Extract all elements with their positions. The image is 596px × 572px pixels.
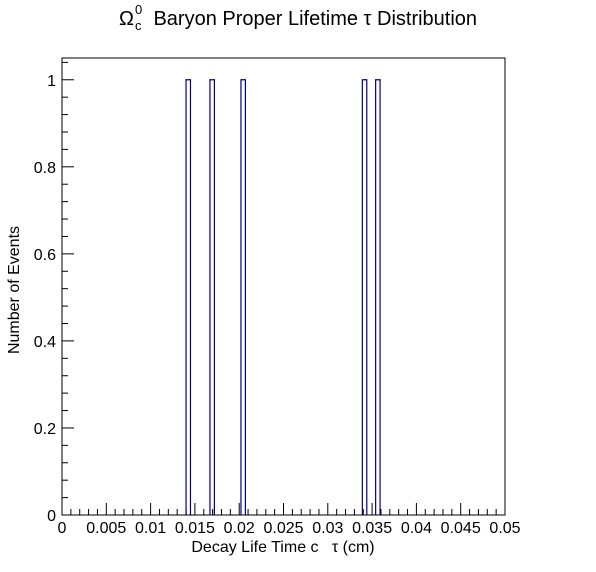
x-tick-label: 0.01	[135, 520, 166, 537]
histogram-bin	[375, 79, 381, 515]
y-axis-label: Number of Events	[6, 226, 23, 354]
histogram-bin	[240, 79, 247, 515]
x-axis-ticks	[61, 503, 506, 515]
y-tick-label: 0.4	[34, 334, 56, 351]
histogram-bin	[361, 79, 368, 515]
title-text: Baryon Proper Lifetime τ Distribution	[153, 8, 478, 30]
x-axis-tick-labels: 0 0.005 0.01 0.015 0.02 0.025 0.03 0.035 0.04 0.0…	[58, 520, 521, 537]
y-tick-label: 0.8	[34, 160, 56, 177]
x-tick-label: 0.03	[312, 520, 343, 537]
y-tick-label: 0.6	[34, 247, 56, 264]
title-superscript: 0	[134, 2, 143, 17]
y-axis-ticks	[62, 61, 74, 516]
x-tick-label: 0	[58, 520, 67, 537]
y-axis-tick-labels: 0 0.2 0.4 0.6 0.8 1	[34, 73, 56, 525]
x-tick-label: 0.04	[401, 520, 432, 537]
x-tick-label: 0.015	[175, 520, 215, 537]
x-tick-label: 0.045	[441, 520, 481, 537]
title-subscript: c	[134, 18, 142, 33]
chart-title: Ω 0 c Baryon Proper Lifetime τ Distribut…	[0, 2, 596, 33]
x-tick-label: 0.05	[489, 520, 520, 537]
y-tick-label: 1	[47, 73, 56, 90]
title-omega-symbol: Ω 0 c	[118, 2, 142, 33]
x-tick-label: 0.005	[86, 520, 126, 537]
y-tick-label: 0.2	[34, 421, 56, 438]
y-tick-label: 0	[47, 508, 56, 525]
histogram-bars	[185, 79, 381, 515]
histogram-bin	[185, 79, 192, 515]
histogram-bin	[209, 79, 215, 515]
x-tick-label: 0.02	[224, 520, 255, 537]
x-tick-label: 0.035	[352, 520, 392, 537]
title-symbol: Ω	[118, 8, 134, 30]
plot-frame	[61, 57, 506, 516]
x-tick-label: 0.025	[263, 520, 303, 537]
x-axis-label: Decay Life Time c τ (cm)	[191, 539, 374, 556]
